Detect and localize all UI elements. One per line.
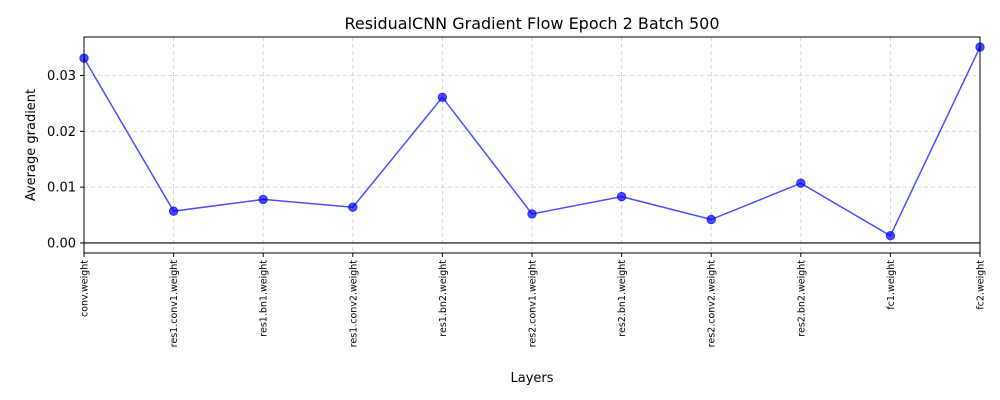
series-group: [79, 42, 985, 241]
y-axis-label: Average gradient: [24, 89, 39, 201]
y-axis: 0.00 0.01 0.02 0.03: [47, 69, 84, 251]
x-tick-label: res2.conv2.weight: [707, 260, 718, 348]
y-tick-label: 0.02: [47, 125, 76, 140]
data-point: [706, 214, 716, 225]
x-tick-label: res1.bn2.weight: [438, 260, 449, 337]
x-tick-label: fc1.weight: [886, 260, 897, 310]
data-point: [527, 209, 537, 219]
data-point: [796, 178, 806, 188]
data-point: [168, 206, 179, 216]
data-point: [616, 191, 627, 202]
grid-lines: [83, 37, 981, 253]
y-tick-label: 0.00: [47, 236, 76, 251]
x-axis-label: Layers: [510, 371, 553, 386]
x-tick-label: res2.bn2.weight: [796, 260, 807, 337]
x-tick-label: res2.bn1.weight: [617, 260, 628, 337]
x-axis: conv.weight res1.conv1.weight res1.bn1.wei…: [80, 253, 987, 347]
data-point: [348, 202, 358, 212]
y-tick-label: 0.03: [47, 69, 76, 84]
x-tick-label: res1.conv2.weight: [348, 260, 359, 348]
x-tick-label: res2.conv1.weight: [528, 260, 539, 348]
data-point: [437, 92, 448, 102]
y-tick-label: 0.01: [47, 181, 76, 196]
chart-title: ResidualCNN Gradient Flow Epoch 2 Batch …: [344, 14, 719, 33]
x-tick-label: fc2.weight: [976, 260, 987, 310]
data-point: [885, 230, 896, 241]
x-tick-label: res1.bn1.weight: [259, 260, 270, 337]
x-tick-label: res1.conv1.weight: [169, 260, 180, 348]
data-point: [258, 194, 268, 205]
x-tick-label: conv.weight: [80, 260, 91, 317]
